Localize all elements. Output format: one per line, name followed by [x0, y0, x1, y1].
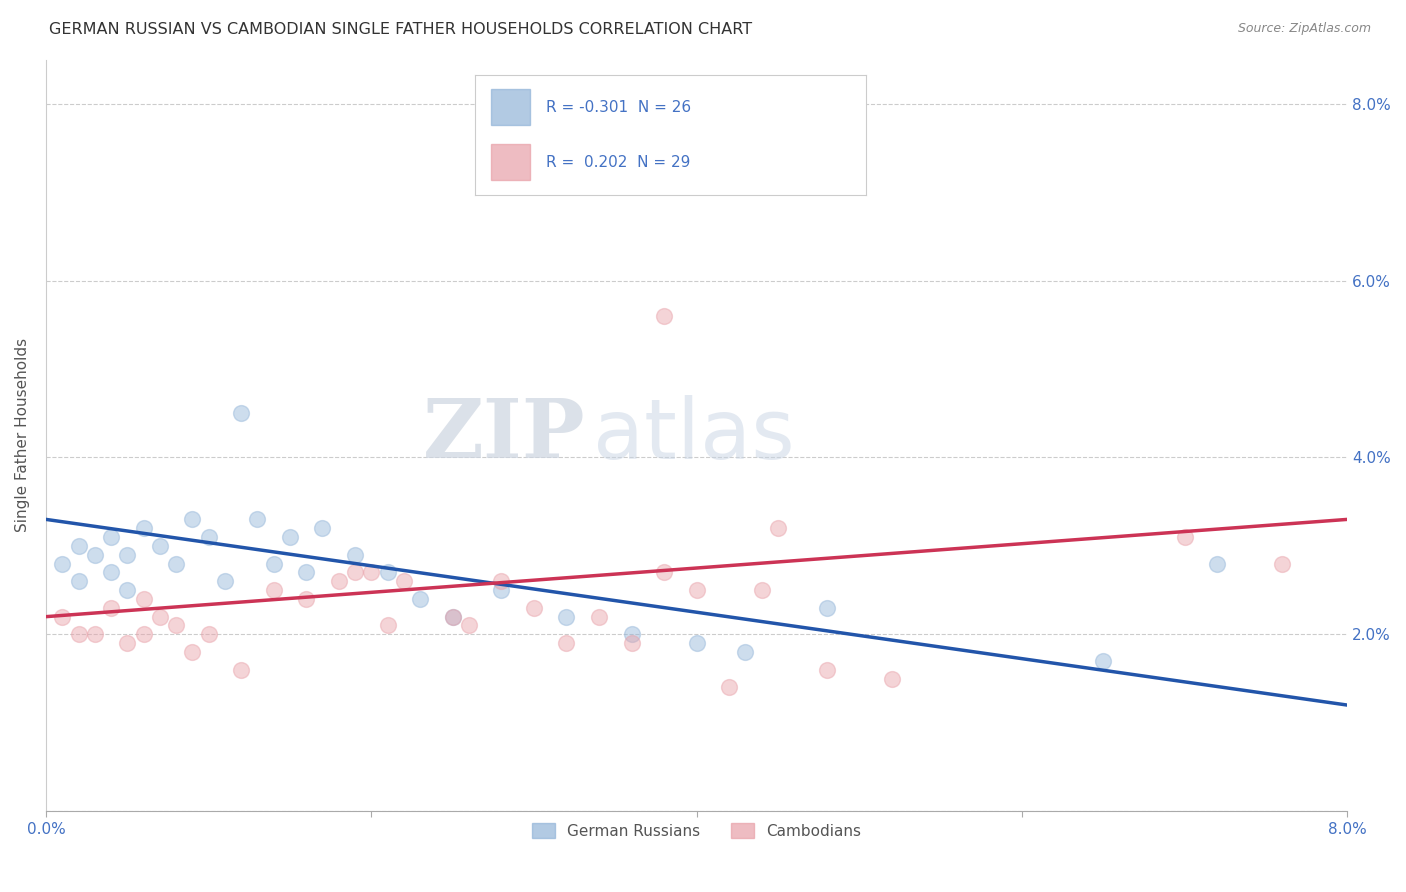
Text: ZIP: ZIP [423, 395, 586, 475]
Legend: German Russians, Cambodians: German Russians, Cambodians [526, 817, 868, 845]
Point [231, 406, 253, 420]
Point [1174, 530, 1197, 544]
Point [117, 583, 139, 598]
Point [132, 591, 155, 606]
Point [360, 566, 382, 580]
Point [263, 557, 285, 571]
Point [685, 583, 707, 598]
Point [181, 645, 204, 659]
Point [311, 521, 333, 535]
Point [491, 583, 513, 598]
Point [1092, 654, 1115, 668]
Point [652, 309, 675, 323]
Text: Source: ZipAtlas.com: Source: ZipAtlas.com [1237, 22, 1371, 36]
Point [100, 530, 122, 544]
Point [652, 566, 675, 580]
Point [231, 663, 253, 677]
Point [555, 636, 578, 650]
Point [165, 618, 187, 632]
Point [344, 548, 367, 562]
Point [685, 636, 707, 650]
Point [377, 566, 399, 580]
Point [555, 609, 578, 624]
Point [83, 548, 105, 562]
Text: atlas: atlas [592, 395, 794, 476]
Point [392, 574, 415, 589]
Point [588, 609, 610, 624]
Point [344, 566, 367, 580]
Point [67, 574, 90, 589]
Point [474, 150, 496, 164]
Point [214, 574, 236, 589]
Point [620, 636, 643, 650]
Point [620, 627, 643, 641]
Point [263, 583, 285, 598]
Point [441, 609, 464, 624]
Point [815, 663, 838, 677]
Point [1271, 557, 1294, 571]
Point [51, 609, 73, 624]
Point [100, 566, 122, 580]
Point [51, 557, 73, 571]
Point [1206, 557, 1229, 571]
Point [815, 600, 838, 615]
Y-axis label: Single Father Households: Single Father Households [15, 338, 30, 533]
Text: GERMAN RUSSIAN VS CAMBODIAN SINGLE FATHER HOUSEHOLDS CORRELATION CHART: GERMAN RUSSIAN VS CAMBODIAN SINGLE FATHE… [49, 22, 752, 37]
Point [67, 627, 90, 641]
Point [132, 521, 155, 535]
Point [295, 591, 318, 606]
Point [734, 645, 756, 659]
Point [523, 600, 546, 615]
Point [117, 548, 139, 562]
Point [67, 539, 90, 553]
Point [132, 627, 155, 641]
Point [409, 591, 432, 606]
Point [880, 672, 903, 686]
Point [377, 618, 399, 632]
Point [718, 681, 741, 695]
Point [295, 566, 318, 580]
Point [766, 521, 789, 535]
Point [83, 627, 105, 641]
Point [197, 530, 219, 544]
Point [197, 627, 219, 641]
Point [117, 636, 139, 650]
Point [246, 512, 269, 526]
Point [165, 557, 187, 571]
Point [751, 583, 773, 598]
Point [181, 512, 204, 526]
Point [441, 609, 464, 624]
Point [149, 609, 172, 624]
Point [328, 574, 350, 589]
Point [149, 539, 172, 553]
Point [491, 574, 513, 589]
Point [100, 600, 122, 615]
Point [278, 530, 301, 544]
Point [457, 618, 479, 632]
